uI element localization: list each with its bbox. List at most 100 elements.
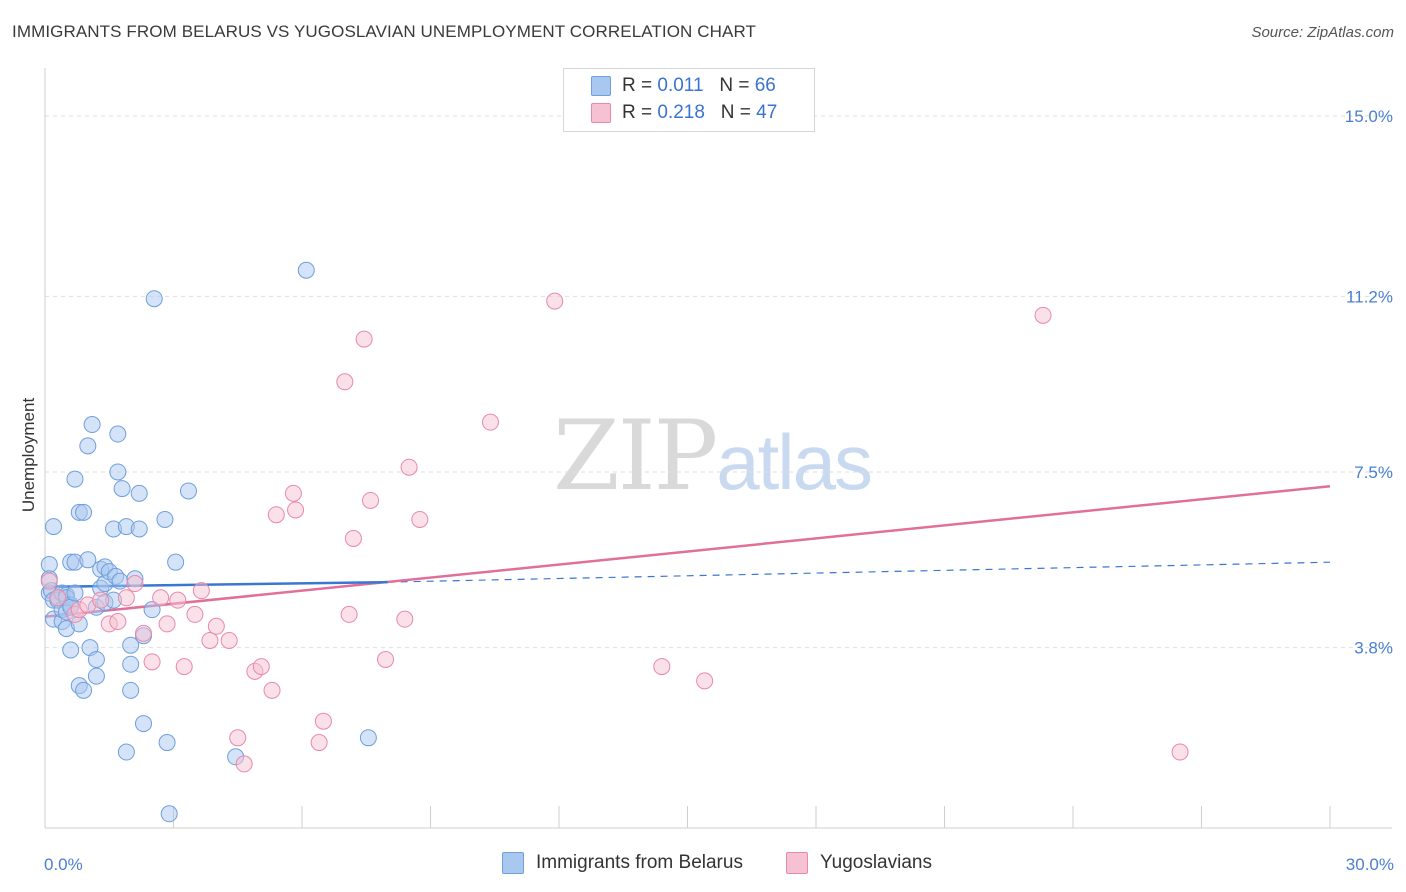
point-yugoslavians	[1171, 743, 1189, 761]
point-belarus	[111, 572, 129, 590]
x-tick-label: 30.0%	[1346, 855, 1394, 874]
point-belarus	[117, 743, 135, 761]
legend-stats-belarus: R = 0.011 N = 66	[622, 75, 776, 97]
point-yugoslavians	[152, 589, 170, 607]
point-belarus	[122, 655, 140, 673]
point-belarus	[113, 480, 131, 498]
legend-item-belarus[interactable]: Immigrants from Belarus	[502, 852, 743, 874]
legend-swatch-yugoslavians	[591, 103, 611, 123]
point-yugoslavians	[411, 510, 429, 528]
point-belarus	[75, 681, 93, 699]
point-yugoslavians	[109, 613, 127, 631]
watermark-atlas: atlas	[716, 418, 873, 506]
point-yugoslavians	[186, 605, 204, 623]
r-label: R =	[622, 102, 658, 123]
n-label: N =	[719, 75, 755, 96]
point-yugoslavians	[284, 484, 302, 502]
point-yugoslavians	[377, 650, 395, 668]
legend-label-belarus: Immigrants from Belarus	[536, 852, 743, 873]
legend-item-yugoslavians[interactable]: Yugoslavians	[786, 852, 932, 874]
y-tick-label: 11.2%	[1346, 287, 1393, 306]
axes	[44, 68, 1392, 829]
point-yugoslavians	[400, 458, 418, 476]
point-belarus	[79, 437, 97, 455]
point-belarus	[130, 484, 148, 502]
point-yugoslavians	[169, 591, 187, 609]
point-yugoslavians	[355, 330, 373, 348]
point-yugoslavians	[310, 734, 328, 752]
point-yugoslavians	[653, 658, 671, 676]
point-belarus	[45, 518, 63, 536]
y-tick-label: 15.0%	[1345, 107, 1393, 126]
tick-labels: 3.8% 7.5% 11.2% 15.0% 0.0% 30.0%	[44, 107, 1394, 874]
point-belarus	[66, 584, 84, 602]
y-axis-label: Unemployment	[19, 398, 38, 513]
chart-title: IMMIGRANTS FROM BELARUS VS YUGOSLAVIAN U…	[12, 22, 757, 41]
n-value: 47	[756, 102, 778, 123]
watermark: ZIPatlas	[553, 400, 873, 512]
point-yugoslavians	[696, 672, 714, 690]
point-belarus	[160, 805, 178, 823]
point-yugoslavians	[92, 591, 110, 609]
point-belarus	[122, 681, 140, 699]
point-yugoslavians	[267, 506, 285, 524]
point-belarus	[359, 729, 377, 747]
series-legend: Immigrants from Belarus Yugoslavians	[0, 850, 1406, 878]
point-belarus	[83, 416, 101, 434]
watermark-zip: ZIP	[553, 400, 718, 512]
point-belarus	[135, 715, 153, 733]
point-yugoslavians	[263, 681, 281, 699]
point-yugoslavians	[175, 658, 193, 676]
point-yugoslavians	[158, 615, 176, 633]
point-yugoslavians	[229, 729, 247, 747]
legend-swatch-belarus	[502, 852, 524, 874]
legend-row-yugoslavians: R = 0.218 N = 47	[564, 100, 814, 126]
point-yugoslavians	[1034, 306, 1052, 324]
point-belarus	[87, 650, 105, 668]
point-belarus	[66, 470, 84, 488]
point-yugoslavians	[207, 617, 225, 635]
source-credit: Source: ZipAtlas.com	[1251, 24, 1394, 41]
point-yugoslavians	[49, 589, 67, 607]
point-belarus	[145, 290, 163, 308]
point-yugoslavians	[252, 658, 270, 676]
point-belarus	[130, 520, 148, 538]
point-yugoslavians	[135, 624, 153, 642]
point-belarus	[297, 261, 315, 279]
point-belarus	[109, 463, 127, 481]
point-belarus	[122, 636, 140, 654]
r-value: 0.011	[657, 75, 704, 96]
point-yugoslavians	[287, 501, 305, 519]
point-belarus	[75, 503, 93, 521]
point-belarus	[179, 482, 197, 500]
legend-swatch-belarus	[591, 76, 611, 96]
point-belarus	[109, 425, 127, 443]
point-belarus	[143, 601, 161, 619]
point-yugoslavians	[396, 610, 414, 628]
r-value: 0.218	[657, 102, 705, 123]
point-yugoslavians	[143, 653, 161, 671]
point-yugoslavians	[235, 755, 253, 773]
point-yugoslavians	[344, 529, 362, 547]
point-yugoslavians	[340, 605, 358, 623]
point-yugoslavians	[192, 582, 210, 600]
n-value: 66	[754, 75, 776, 96]
point-belarus	[79, 551, 97, 569]
point-yugoslavians	[126, 575, 144, 593]
n-label: N =	[720, 102, 757, 123]
point-yugoslavians	[117, 589, 135, 607]
point-belarus	[167, 553, 185, 571]
legend-stats-yugoslavians: R = 0.218 N = 47	[622, 102, 777, 124]
legend-row-belarus: R = 0.011 N = 66	[564, 73, 814, 99]
y-tick-label: 3.8%	[1354, 639, 1393, 658]
point-belarus	[156, 510, 174, 528]
point-belarus	[62, 641, 80, 659]
trend-lines	[44, 484, 1331, 619]
point-belarus	[87, 667, 105, 685]
point-yugoslavians	[40, 572, 58, 590]
point-yugoslavians	[546, 292, 564, 310]
r-label: R =	[622, 75, 658, 96]
point-yugoslavians	[362, 491, 380, 509]
point-yugoslavians	[336, 373, 354, 391]
point-yugoslavians	[481, 413, 499, 431]
